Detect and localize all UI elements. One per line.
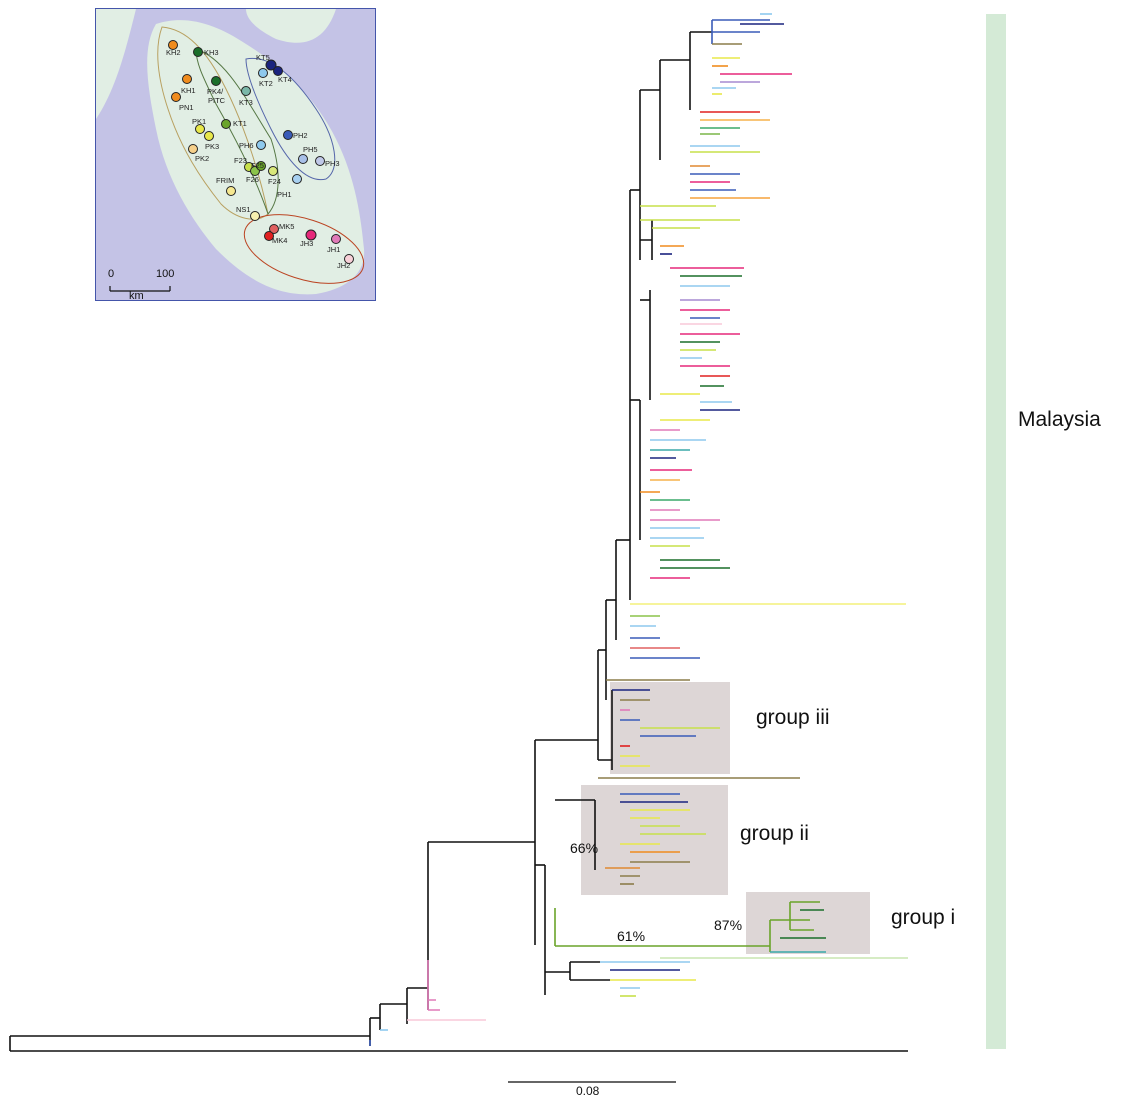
site-label: PK2 (195, 154, 210, 163)
site-label: PH6 (239, 141, 254, 150)
root-branches (9, 31, 908, 1052)
site-label: PITC (208, 96, 226, 105)
inset-map: KH2 KH3 KT5 KT2 KT4 KH1 PN1 PK4/ PITC KT… (95, 8, 376, 301)
site-label: PH1 (277, 190, 292, 199)
map-scale-end: 100 (156, 268, 175, 280)
site-label: JH2 (337, 261, 351, 270)
scale-bar-label: 0.08 (576, 1084, 600, 1098)
site-label: FRIM (216, 176, 235, 185)
group-ii-label: group ii (740, 822, 809, 845)
site-label: PK3 (205, 142, 220, 151)
site-label: KT1 (233, 119, 247, 128)
site-label: PH3 (325, 159, 340, 168)
group-i-label: group i (891, 906, 956, 929)
site-label: KH1 (181, 86, 196, 95)
site-label: F24 (268, 177, 281, 186)
site-label: KT4 (278, 75, 292, 84)
site-label: F26 (246, 175, 259, 184)
site-label: KH3 (204, 48, 219, 57)
site-label: KT2 (259, 79, 273, 88)
region-label: Malaysia (1018, 408, 1101, 431)
map-scale-unit: km (129, 290, 144, 301)
site-label: F25 (251, 161, 264, 170)
site-label: PK1 (192, 117, 207, 126)
support-value: 61% (617, 928, 646, 944)
map-graphic (96, 9, 375, 300)
site-label: PH2 (293, 131, 308, 140)
site-label: PK4/ (207, 87, 224, 96)
site-label: MK4 (272, 236, 288, 245)
site-label: KT3 (239, 98, 253, 107)
site-label: PH5 (303, 145, 318, 154)
site-label: F23 (234, 156, 247, 165)
support-value: 87% (714, 917, 743, 933)
site-label: KT5 (256, 53, 270, 62)
site-label: JH3 (300, 239, 314, 248)
map-scale-start: 0 (108, 268, 115, 280)
malaysia-region-bar (986, 14, 1006, 1049)
support-value: 66% (570, 840, 599, 856)
site-label: KH2 (166, 48, 181, 57)
site-label: JH1 (327, 245, 341, 254)
site-label: MK5 (279, 222, 295, 231)
tip-branches (369, 13, 908, 1046)
site-label: NS1 (236, 205, 251, 214)
group-ii-box (581, 785, 728, 895)
group-iii-label: group iii (756, 706, 830, 729)
site-label: PN1 (179, 103, 194, 112)
